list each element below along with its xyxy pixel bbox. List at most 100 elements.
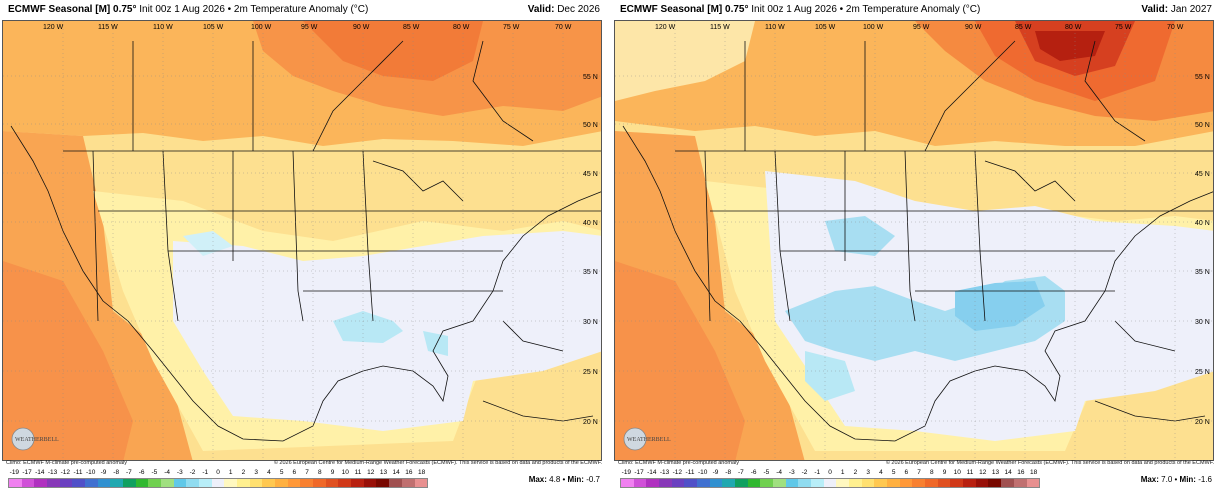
lat-label: 45 N — [1195, 171, 1210, 178]
lat-label: 35 N — [1195, 269, 1210, 276]
colorbar-tick-label: 5 — [891, 469, 896, 476]
colorbar-tick-label: -10 — [86, 469, 96, 476]
colorbar-swatch — [249, 479, 263, 487]
colorbar-swatch — [262, 479, 276, 487]
colorbar-swatch — [849, 479, 862, 487]
lon-label: 120 W — [655, 24, 676, 31]
footer: Climo: ECMWF M-climate pre-computed anom… — [618, 459, 1214, 467]
lon-label: 100 W — [251, 24, 272, 31]
latitude-labels: 55 N 50 N 45 N 40 N 35 N 30 N 25 N 20 N — [583, 74, 598, 426]
colorbar-tick-label: 13 — [991, 469, 1000, 476]
lat-label: 25 N — [583, 369, 598, 376]
colorbar-tick-label: 1 — [840, 469, 845, 476]
colorbar-tick-label: 18 — [1030, 469, 1038, 476]
colorbar-swatch — [899, 479, 913, 487]
colorbar-strip — [620, 478, 1040, 488]
colorbar-tick-label: -17 — [634, 469, 644, 476]
colorbar-tick-label: -19 — [9, 469, 20, 476]
colorbar-swatch — [59, 479, 73, 487]
colorbar-labels: -19 -17 -14 -13 -12 -11 -10 -9 -8 -7 -6 -5 -4 -3 -2 -1 0… — [8, 468, 428, 477]
colorbar-swatch — [823, 479, 837, 487]
colorbar-swatch — [937, 479, 951, 487]
colorbar-tick-label: -10 — [698, 469, 708, 476]
footer: Climo: ECMWF M-climate pre-computed anom… — [6, 459, 602, 467]
map-title: ECMWF Seasonal [M] 0.75° Init 00z 1 Aug … — [8, 4, 369, 15]
colorbar-tick-label: 11 — [354, 469, 362, 476]
colorbar-swatch — [401, 479, 415, 487]
lon-label: 85 W — [403, 24, 420, 31]
map-svg: 120 W 115 W 110 W 105 W 100 W 95 W 90 W … — [3, 21, 601, 460]
colorbar-swatch — [351, 479, 364, 487]
lat-label: 20 N — [1195, 419, 1210, 426]
colorbar-labels: -19 -17 -14 -13 -12 -11 -10 -9 -8 -7 -6 -5 -4 -3 -2 -1 0… — [620, 468, 1040, 477]
longitude-labels: 120 W 115 W 110 W 105 W 100 W 95 W 90 W … — [43, 24, 572, 31]
colorbar-swatch — [1001, 479, 1014, 487]
lat-label: 30 N — [583, 319, 598, 326]
colorbar-swatch — [671, 479, 685, 487]
colorbar-tick-label: -3 — [788, 469, 795, 476]
colorbar-tick-label: -14 — [35, 469, 45, 476]
colorbar-swatch — [633, 479, 647, 487]
colorbar-tick-label: 14 — [1004, 469, 1012, 476]
lat-label: 40 N — [583, 220, 598, 227]
colorbar-swatch — [697, 479, 710, 487]
colorbar-swatch — [925, 479, 938, 487]
footer-climo: Climo: ECMWF M-climate pre-computed anom… — [618, 460, 740, 466]
colorbar-tick-label: 0 — [216, 469, 220, 476]
colorbar-tick-label: -2 — [801, 469, 808, 476]
colorbar-swatch — [224, 479, 238, 487]
colorbar-tick-label: 0 — [828, 469, 832, 476]
lon-label: 105 W — [815, 24, 836, 31]
colorbar-swatch — [988, 479, 1002, 487]
colorbar-tick-label: 11 — [966, 469, 974, 476]
colorbar-tick-label: 12 — [979, 469, 987, 476]
footer-copyright: © 2026 European Centre for Medium-Range … — [273, 460, 602, 466]
colorbar-tick-label: 8 — [318, 469, 322, 476]
colorbar-swatch — [659, 479, 672, 487]
lon-label: 110 W — [153, 24, 173, 31]
lon-label: 70 W — [555, 24, 572, 31]
colorbar-tick-label: 4 — [267, 469, 271, 476]
colorbar-tick-label: 8 — [930, 469, 934, 476]
colorbar-swatch — [148, 479, 162, 487]
colorbar-swatch — [798, 479, 812, 487]
colorbar-tick-label: 16 — [405, 469, 413, 476]
colorbar-swatch — [785, 479, 799, 487]
colorbar-tick-label: 3 — [254, 469, 258, 476]
colorbar-tick-label: -2 — [189, 469, 196, 476]
colorbar-tick-label: -6 — [750, 469, 757, 476]
weatherbell-logo: WEATHERBELL — [623, 427, 671, 451]
lat-label: 50 N — [1195, 122, 1210, 129]
colorbar-tick-label: 7 — [305, 469, 309, 476]
colorbar-swatch — [34, 479, 48, 487]
colorbar-swatch — [722, 479, 736, 487]
colorbar-tick-label: -8 — [725, 469, 732, 476]
lat-label: 50 N — [583, 122, 598, 129]
lat-label: 25 N — [1195, 369, 1210, 376]
colorbar-tick-label: 9 — [942, 469, 947, 476]
lat-label: 40 N — [1195, 220, 1210, 227]
colorbar-swatch — [72, 479, 86, 487]
colorbar-tick-label: -19 — [621, 469, 632, 476]
longitude-labels: 120 W 115 W 110 W 105 W 100 W 95 W 90 W … — [655, 24, 1184, 31]
colorbar-tick-label: 2 — [853, 469, 858, 476]
colorbar-swatch — [173, 479, 187, 487]
colorbar-swatch — [110, 479, 124, 487]
colorbar-tick-label: 14 — [392, 469, 400, 476]
colorbar-tick-label: -17 — [22, 469, 32, 476]
colorbar-swatch — [376, 479, 390, 487]
colorbar-swatch — [1013, 479, 1027, 487]
colorbar-swatch — [735, 479, 748, 487]
panel-dec-2026: ECMWF Seasonal [M] 0.75° Init 00z 1 Aug … — [2, 0, 606, 497]
colorbar-tick-label: 18 — [418, 469, 426, 476]
max-min: Max: 4.8 • Min: -0.7 — [528, 475, 600, 484]
colorbar-swatch — [211, 479, 225, 487]
lat-label: 55 N — [583, 74, 598, 81]
anomaly-map: 120 W 115 W 110 W 105 W 100 W 95 W 90 W … — [2, 20, 602, 461]
colorbar-tick-label: -3 — [176, 469, 183, 476]
colorbar-tick-label: -4 — [776, 469, 782, 476]
colorbar-tick-label: 6 — [904, 469, 909, 476]
colorbar-swatch — [85, 479, 98, 487]
colorbar-tick-label: -14 — [647, 469, 657, 476]
colorbar-tick-label: -9 — [712, 469, 719, 476]
